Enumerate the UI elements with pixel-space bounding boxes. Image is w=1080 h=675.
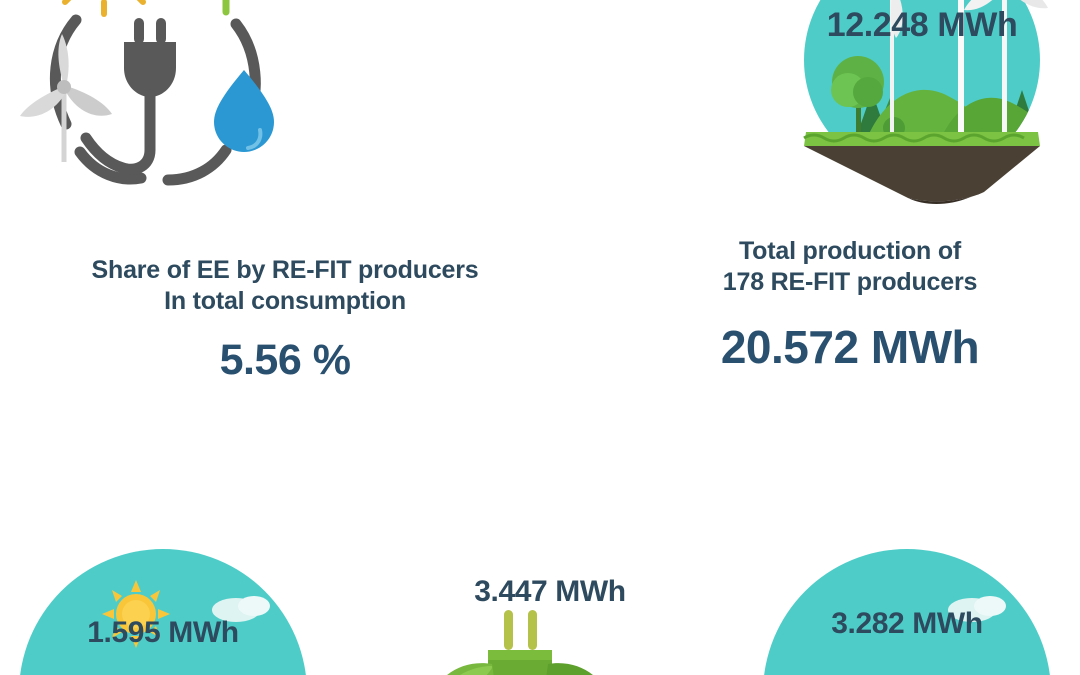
sky-circle <box>764 549 1050 675</box>
biomass-production-value: 3.447 MWh <box>474 575 626 608</box>
sun-glyph <box>102 580 170 648</box>
wind-turbine-glyph <box>20 34 112 162</box>
sun-glyph <box>62 0 146 17</box>
water-drop-glyph <box>214 70 274 152</box>
total-production-caption: Total production of 178 RE-FIT producers <box>722 237 978 296</box>
wind-production-value: 12.248 MWh <box>826 6 1018 44</box>
turbine-group <box>890 0 1048 136</box>
plug-glyph <box>80 18 176 175</box>
share-value: 5.56 % <box>219 336 351 384</box>
solar-panel-circle-icon <box>18 548 308 675</box>
hydro-plant-circle-icon <box>762 548 1052 675</box>
plant-leaf-glyph <box>222 0 230 16</box>
energy-cycle-icon <box>8 0 300 194</box>
island-base <box>804 146 1040 202</box>
tree-glyph <box>831 56 884 136</box>
share-caption: Share of EE by RE-FIT producers In total… <box>91 256 479 315</box>
page-title: September 2025 <box>290 0 750 1</box>
wind-farm-island-icon <box>772 0 1072 204</box>
green-plug-leaf-icon <box>420 608 620 675</box>
total-production-value: 20.572 MWh <box>720 321 980 373</box>
hydro-production-value: 3.282 MWh <box>831 607 983 640</box>
solar-production-value: 1.595 MWh <box>87 616 239 649</box>
